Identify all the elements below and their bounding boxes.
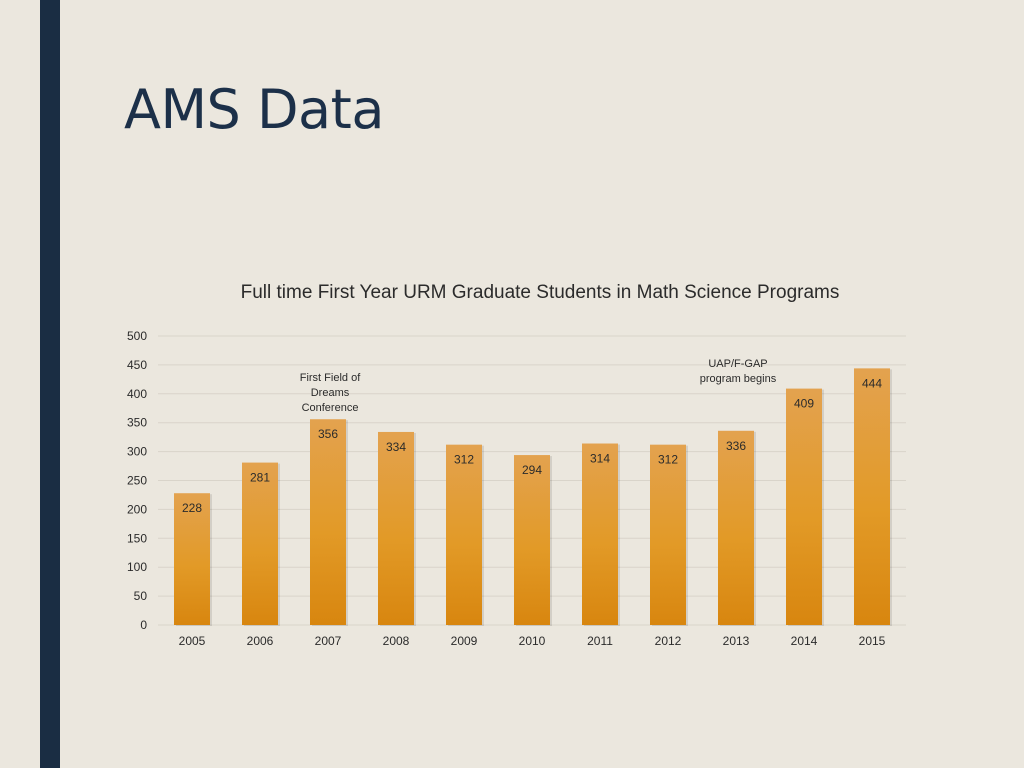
- x-tick-label: 2009: [451, 634, 478, 648]
- y-tick-label: 450: [127, 358, 147, 372]
- slide-title: AMS Data: [124, 78, 384, 141]
- labels: 0 50 100 150 200 250 300 350 400 450 500 228 2005 281…: [127, 329, 886, 648]
- bar-2015: [854, 368, 890, 625]
- x-tick-label: 2014: [791, 634, 818, 648]
- annotation-line: First Field of: [300, 372, 361, 384]
- x-tick-label: 2011: [587, 634, 613, 648]
- bar-2007: [310, 419, 346, 625]
- data-label: 314: [590, 452, 610, 466]
- x-tick-label: 2010: [519, 634, 546, 648]
- x-tick-label: 2012: [655, 634, 682, 648]
- bar-2006: [242, 462, 278, 625]
- x-tick-label: 2008: [383, 634, 410, 648]
- bar-2013: [718, 430, 754, 625]
- y-tick-label: 250: [127, 474, 147, 488]
- x-tick-label: 2005: [179, 634, 206, 648]
- y-tick-label: 200: [127, 502, 147, 516]
- annotation: First Field of Dreams Conference: [300, 372, 361, 414]
- y-tick-label: 350: [127, 416, 147, 430]
- x-tick-label: 2013: [723, 634, 750, 648]
- side-accent-bar: [40, 0, 60, 768]
- y-tick-label: 0: [140, 618, 147, 632]
- x-tick-label: 2006: [247, 634, 274, 648]
- annotation-line: Conference: [302, 402, 359, 414]
- bar-2010: [514, 455, 550, 625]
- y-tick-label: 50: [134, 589, 148, 603]
- data-label: 281: [250, 471, 270, 485]
- annotation-line: Dreams: [311, 387, 350, 399]
- y-tick-label: 100: [127, 560, 147, 574]
- chart-title: Full time First Year URM Graduate Studen…: [240, 282, 840, 303]
- data-label: 312: [454, 453, 474, 467]
- data-label: 294: [522, 463, 542, 477]
- data-label: 409: [794, 397, 814, 411]
- bar-2005: [174, 493, 210, 625]
- annotation-line: program begins: [700, 373, 777, 385]
- data-label: 336: [726, 439, 746, 453]
- bar-2011: [582, 443, 618, 625]
- y-tick-label: 150: [127, 531, 147, 545]
- data-label: 228: [182, 501, 202, 515]
- bar-2012: [650, 444, 686, 625]
- data-label: 444: [862, 376, 882, 390]
- y-tick-label: 500: [127, 329, 147, 343]
- data-label: 334: [386, 440, 406, 454]
- bars: [174, 368, 892, 626]
- x-tick-label: 2015: [859, 634, 886, 648]
- bar-2014: [786, 388, 822, 625]
- data-label: 312: [658, 453, 678, 467]
- y-tick-label: 300: [127, 445, 147, 459]
- annotation: UAP/F-GAP program begins: [700, 358, 777, 385]
- y-tick-label: 400: [127, 387, 147, 401]
- data-label: 356: [318, 427, 338, 441]
- bar-2009: [446, 444, 482, 625]
- annotation-line: UAP/F-GAP: [708, 358, 767, 370]
- x-tick-label: 2007: [315, 634, 342, 648]
- bar-2008: [378, 431, 414, 625]
